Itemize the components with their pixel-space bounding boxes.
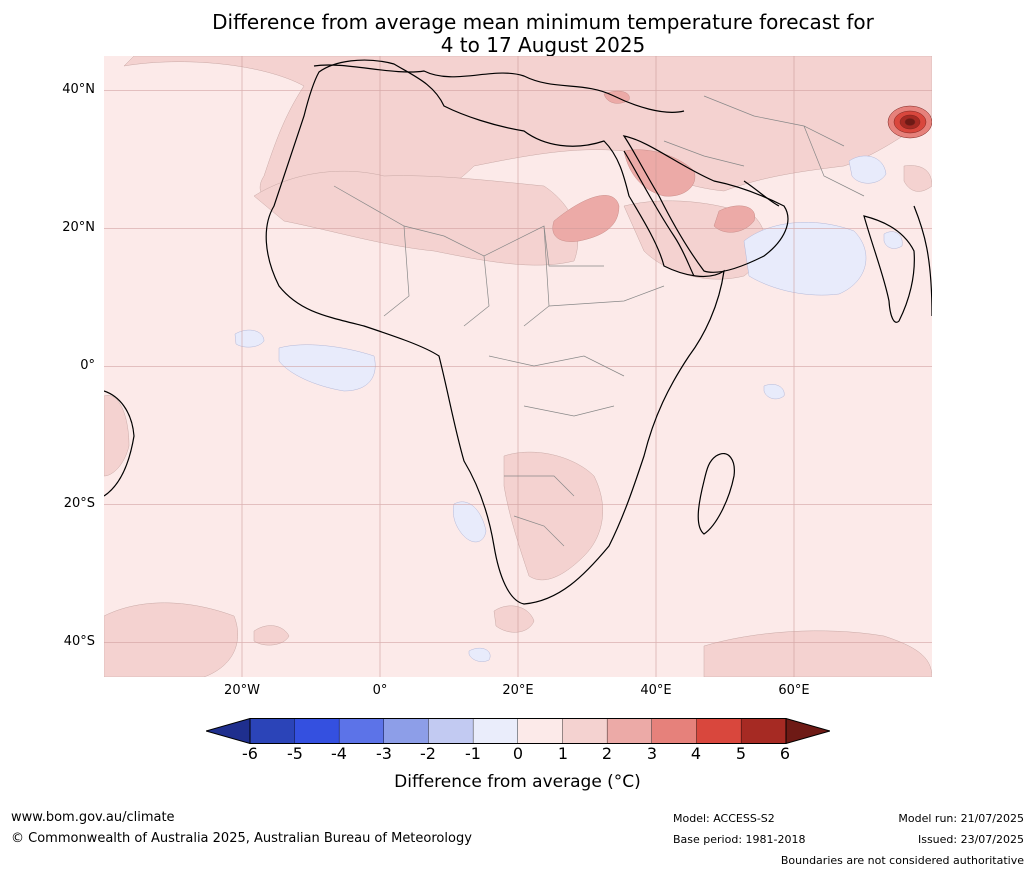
colorbar-swatch bbox=[741, 718, 787, 744]
anomaly-1-to-2 bbox=[104, 56, 932, 677]
colorbar-tick: 6 bbox=[779, 744, 791, 763]
colorbar-tick: 4 bbox=[690, 744, 702, 763]
footer-model-run: Model run: 21/07/2025 bbox=[898, 812, 1024, 825]
colorbar bbox=[206, 718, 830, 744]
colorbar-tick: -3 bbox=[376, 744, 392, 763]
footer-website: www.bom.gov.au/climate bbox=[11, 810, 175, 825]
colorbar-swatch bbox=[518, 718, 564, 744]
colorbar-tick: 3 bbox=[646, 744, 658, 763]
footer-copyright: © Commonwealth of Australia 2025, Austra… bbox=[11, 831, 472, 846]
colorbar-swatch bbox=[607, 718, 653, 744]
colorbar-swatch bbox=[696, 718, 742, 744]
lat-label-40s: 40°S bbox=[63, 634, 95, 649]
colorbar-swatch bbox=[384, 718, 430, 744]
colorbar-swatch bbox=[473, 718, 519, 744]
graticule bbox=[104, 56, 932, 677]
colorbar-extension-high bbox=[785, 718, 830, 744]
lat-label-20s: 20°S bbox=[63, 496, 95, 511]
colorbar-swatch bbox=[428, 718, 474, 744]
lat-label-0: 0° bbox=[80, 358, 95, 373]
lat-label-20n: 20°N bbox=[62, 220, 95, 235]
footer-base-period: Base period: 1981-2018 bbox=[673, 833, 806, 846]
colorbar-tick: -4 bbox=[331, 744, 347, 763]
footer-model: Model: ACCESS-S2 bbox=[673, 812, 775, 825]
colorbar-extension-low bbox=[206, 718, 251, 744]
map-title-line1: Difference from average mean minimum tem… bbox=[212, 10, 874, 34]
colorbar-label: Difference from average (°C) bbox=[394, 772, 641, 792]
colorbar-tick: 0 bbox=[512, 744, 524, 763]
colorbar-tick: -2 bbox=[420, 744, 436, 763]
lon-label-20e: 20°E bbox=[502, 683, 534, 698]
colorbar-swatch bbox=[294, 718, 340, 744]
colorbar-tick: -6 bbox=[242, 744, 258, 763]
footer-issued: Issued: 23/07/2025 bbox=[917, 833, 1024, 846]
colorbar-swatch bbox=[250, 718, 296, 744]
lon-label-0: 0° bbox=[372, 683, 388, 698]
footer-disclaimer: Boundaries are not considered authoritat… bbox=[780, 854, 1024, 867]
lon-label-60e: 60°E bbox=[778, 683, 810, 698]
colorbar-tick: -5 bbox=[287, 744, 303, 763]
colorbar-tick: 1 bbox=[557, 744, 569, 763]
colorbar-swatches bbox=[206, 718, 830, 744]
lon-label-40e: 40°E bbox=[640, 683, 672, 698]
map-title-line2: 4 to 17 August 2025 bbox=[440, 33, 646, 57]
colorbar-tick: 2 bbox=[601, 744, 613, 763]
anomaly-hotspot bbox=[887, 105, 932, 139]
lon-label-20w: 20°W bbox=[224, 683, 260, 698]
temperature-anomaly-map bbox=[104, 56, 932, 677]
lat-label-40n: 40°N bbox=[62, 82, 95, 97]
colorbar-swatch bbox=[339, 718, 385, 744]
anomaly-0-to-minus-1 bbox=[234, 155, 903, 662]
colorbar-tick: 5 bbox=[735, 744, 747, 763]
coastlines bbox=[104, 59, 932, 605]
colorbar-swatch bbox=[652, 718, 698, 744]
colorbar-swatch bbox=[562, 718, 608, 744]
country-boundaries bbox=[333, 95, 865, 547]
colorbar-tick: -1 bbox=[465, 744, 481, 763]
